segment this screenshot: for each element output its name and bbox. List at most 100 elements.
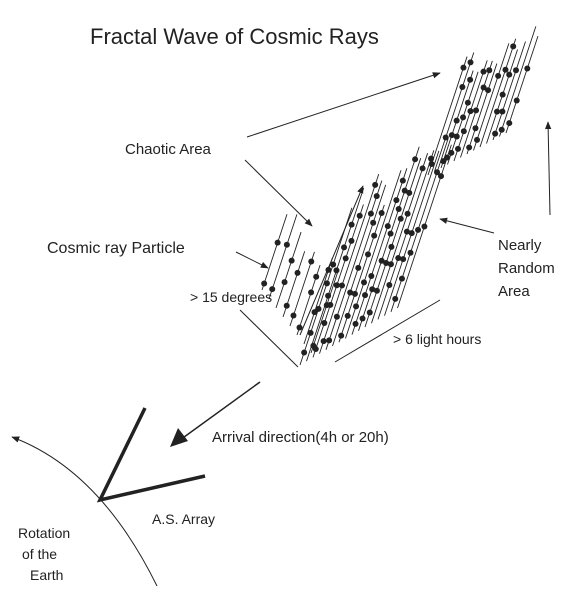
particle — [467, 59, 474, 66]
particle — [312, 345, 319, 352]
particle-track — [268, 214, 298, 300]
particle — [373, 287, 380, 294]
particle — [290, 312, 297, 319]
direction-arrow — [299, 185, 364, 336]
particle-track — [377, 150, 435, 320]
particle — [399, 177, 406, 184]
label: Arrival direction(4h or 20h) — [212, 429, 389, 446]
particle-track — [466, 63, 498, 155]
particle — [387, 230, 394, 237]
particle — [315, 305, 322, 312]
particle-track — [261, 214, 288, 291]
earth-rotation — [11, 436, 158, 587]
particle — [392, 295, 399, 302]
particle-track — [275, 231, 302, 309]
particle-track — [434, 52, 475, 172]
particle — [367, 210, 374, 217]
particle-track — [325, 180, 383, 350]
pointer — [544, 121, 552, 216]
particle — [472, 125, 479, 132]
particle — [502, 66, 509, 73]
particle-track — [371, 153, 429, 324]
particle — [412, 156, 419, 163]
particle — [448, 132, 455, 139]
particle — [281, 279, 288, 286]
label: A.S. Array — [152, 511, 215, 527]
particle-track — [427, 56, 468, 176]
particle — [460, 114, 467, 121]
particle — [341, 244, 348, 251]
particle — [362, 292, 369, 299]
particle — [301, 349, 308, 356]
particle — [400, 256, 407, 263]
particle — [313, 273, 320, 280]
particle-track — [492, 41, 526, 141]
label: Nearly — [498, 237, 542, 254]
particle-track — [338, 204, 385, 343]
particle — [421, 223, 428, 230]
particle-track — [479, 38, 517, 148]
particle — [355, 264, 362, 271]
label: Rotation — [18, 525, 70, 541]
particle — [459, 84, 466, 91]
pointer — [235, 251, 269, 269]
particle — [466, 144, 473, 151]
particle-track — [345, 170, 402, 339]
particle — [386, 282, 393, 289]
particle — [480, 84, 487, 91]
particle-track — [499, 26, 537, 137]
particle — [344, 312, 351, 319]
label: of the — [22, 546, 57, 562]
particle — [440, 158, 447, 165]
particle — [372, 181, 379, 188]
particle — [369, 286, 376, 293]
particle — [442, 134, 449, 141]
particle — [353, 303, 360, 310]
particle — [513, 67, 520, 74]
particle — [473, 107, 480, 114]
particle — [378, 257, 385, 264]
particle-track — [319, 173, 380, 354]
particle — [323, 280, 330, 287]
particle — [338, 332, 345, 339]
particle — [397, 215, 404, 222]
particle — [342, 255, 349, 262]
particle — [308, 289, 315, 296]
particle — [368, 272, 375, 279]
particle — [307, 329, 314, 336]
particle — [294, 269, 301, 276]
dimension-line — [239, 309, 299, 368]
particle — [348, 237, 355, 244]
particle-track — [310, 270, 339, 354]
particle — [398, 275, 405, 282]
particle-field — [261, 26, 539, 366]
particle-track — [505, 36, 539, 134]
particle — [387, 261, 394, 268]
particle — [438, 173, 445, 180]
particle — [401, 187, 408, 194]
particle — [460, 64, 467, 71]
particle-track — [358, 146, 420, 331]
particle — [415, 226, 422, 233]
particle — [269, 286, 276, 293]
particle — [434, 169, 441, 176]
particle — [498, 126, 505, 133]
particle — [428, 160, 435, 167]
particle — [288, 257, 295, 264]
particle — [499, 91, 506, 98]
particle — [485, 87, 492, 94]
particle — [395, 255, 402, 262]
particle — [506, 71, 513, 78]
particle — [338, 282, 345, 289]
label: Area — [498, 283, 530, 300]
particle — [366, 309, 373, 316]
particle — [364, 251, 371, 258]
particle — [453, 117, 460, 124]
particle — [460, 128, 467, 135]
particle — [283, 241, 290, 248]
particle — [495, 72, 502, 79]
particle — [510, 43, 517, 50]
particle — [261, 280, 268, 287]
